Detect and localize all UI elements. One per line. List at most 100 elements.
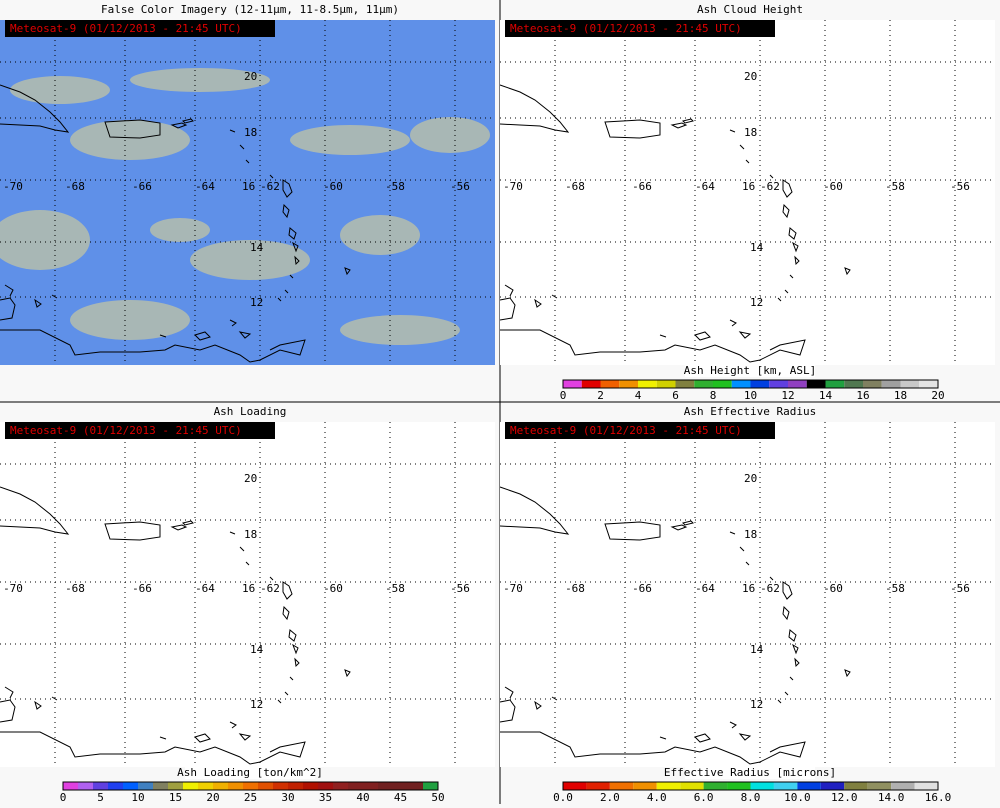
colorbar-segment [318, 782, 333, 790]
lon-label: -60 [823, 582, 843, 595]
colorbar-segment [727, 782, 751, 790]
lon-label: -68 [565, 180, 585, 193]
lat-label: 18 [744, 126, 757, 139]
colorbar-segment [806, 380, 826, 388]
lat-label: 12 [250, 698, 263, 711]
colorbar-tick: 2 [597, 389, 604, 402]
colorbar-segment [891, 782, 915, 790]
colorbar-segment [844, 782, 868, 790]
lat-label: 14 [250, 241, 264, 254]
colorbar-tick: 40 [356, 791, 369, 804]
lon-label: -66 [132, 180, 152, 193]
cloud [70, 120, 190, 160]
lat-label: 12 [750, 296, 763, 309]
colorbar-segment [288, 782, 303, 790]
colorbar-tick: 6 [672, 389, 679, 402]
timestamp-badge [505, 20, 775, 37]
colorbar-segment [138, 782, 153, 790]
lon-label: -64 [695, 180, 715, 193]
colorbar-segment [273, 782, 288, 790]
lon-label: -58 [385, 180, 405, 193]
cloud [130, 68, 270, 92]
lon-label: -66 [632, 180, 652, 193]
colorbar-title: Effective Radius [microns] [664, 766, 836, 779]
colorbar-segment [228, 782, 243, 790]
lon-label: -68 [65, 180, 85, 193]
panel: False Color Imagery (12-11μm, 11-8.5μm, … [0, 3, 495, 365]
colorbar-segment [258, 782, 273, 790]
colorbar-segment [619, 380, 638, 388]
colorbar-segment [333, 782, 348, 790]
colorbar-title-bg [685, 766, 815, 779]
colorbar-segment [867, 782, 892, 790]
colorbar-segment [694, 380, 713, 388]
colorbar-tick: 12.0 [831, 791, 858, 804]
cloud [0, 210, 90, 270]
colorbar-segment [919, 380, 938, 388]
lon-label: -64 [695, 582, 715, 595]
lon-label: -70 [503, 180, 523, 193]
colorbar-tick: 16 [856, 389, 869, 402]
map-area [0, 422, 495, 767]
colorbar-tick: 8 [710, 389, 717, 402]
colorbar-tick: 0.0 [553, 791, 573, 804]
cloud [290, 125, 410, 155]
lon-label: -62 [260, 582, 280, 595]
timestamp-badge [505, 422, 775, 439]
cloud [190, 240, 310, 280]
lat-label: 18 [244, 528, 257, 541]
colorbar-segment [408, 782, 423, 790]
colorbar-segment [123, 782, 138, 790]
panel: Ash Loading Meteosat-9 (01/12/2013 - 21:4… [0, 405, 495, 804]
colorbar-segment [423, 782, 438, 790]
lat-label: 20 [744, 472, 757, 485]
lat-label: 18 [244, 126, 257, 139]
colorbar-tick: 10 [744, 389, 757, 402]
lat-label: 14 [250, 643, 264, 656]
lat-label: 12 [750, 698, 763, 711]
lon-label: -58 [885, 582, 905, 595]
colorbar-tick: 50 [431, 791, 444, 804]
colorbar-segment [183, 782, 198, 790]
colorbar-tick: 10.0 [784, 791, 811, 804]
lon-label: -66 [632, 582, 652, 595]
colorbar-segment [168, 782, 183, 790]
colorbar-segment [563, 782, 587, 790]
colorbar-segment [788, 380, 807, 388]
colorbar-title: Ash Height [km, ASL] [684, 364, 816, 377]
colorbar-segment [914, 782, 938, 790]
lon-label: -60 [323, 582, 343, 595]
colorbar-segment [703, 782, 728, 790]
lat-label: 20 [744, 70, 757, 83]
colorbar-title: Ash Loading [ton/km^2] [177, 766, 323, 779]
colorbar-tick: 6.0 [694, 791, 714, 804]
colorbar-tick: 4.0 [647, 791, 667, 804]
colorbar-tick: 45 [394, 791, 407, 804]
lat-label: 20 [244, 472, 257, 485]
colorbar-segment [750, 782, 774, 790]
colorbar-segment [820, 782, 845, 790]
colorbar-segment [303, 782, 318, 790]
colorbar-tick: 18 [894, 389, 907, 402]
colorbar-segment [900, 380, 920, 388]
colorbar-segment [213, 782, 228, 790]
lon-label: -58 [885, 180, 905, 193]
colorbar-segment [63, 782, 78, 790]
lon-label: -60 [323, 180, 343, 193]
lon-label: -68 [65, 582, 85, 595]
lon-label: -64 [195, 582, 215, 595]
colorbar-segment [378, 782, 393, 790]
lon-label: -56 [450, 582, 470, 595]
colorbar-segment [586, 782, 610, 790]
panel: Ash Effective Radius Meteosat-9 (01/12/20… [499, 405, 995, 804]
panel-title: Ash Loading [214, 405, 287, 418]
cloud [70, 300, 190, 340]
colorbar-segment [78, 782, 93, 790]
lon-label: -62 [760, 582, 780, 595]
colorbar-segment [348, 782, 363, 790]
colorbar-segment [638, 380, 657, 388]
colorbar-tick: 14.0 [878, 791, 905, 804]
lon-label: -62 [260, 180, 280, 193]
colorbar-segment [153, 782, 168, 790]
